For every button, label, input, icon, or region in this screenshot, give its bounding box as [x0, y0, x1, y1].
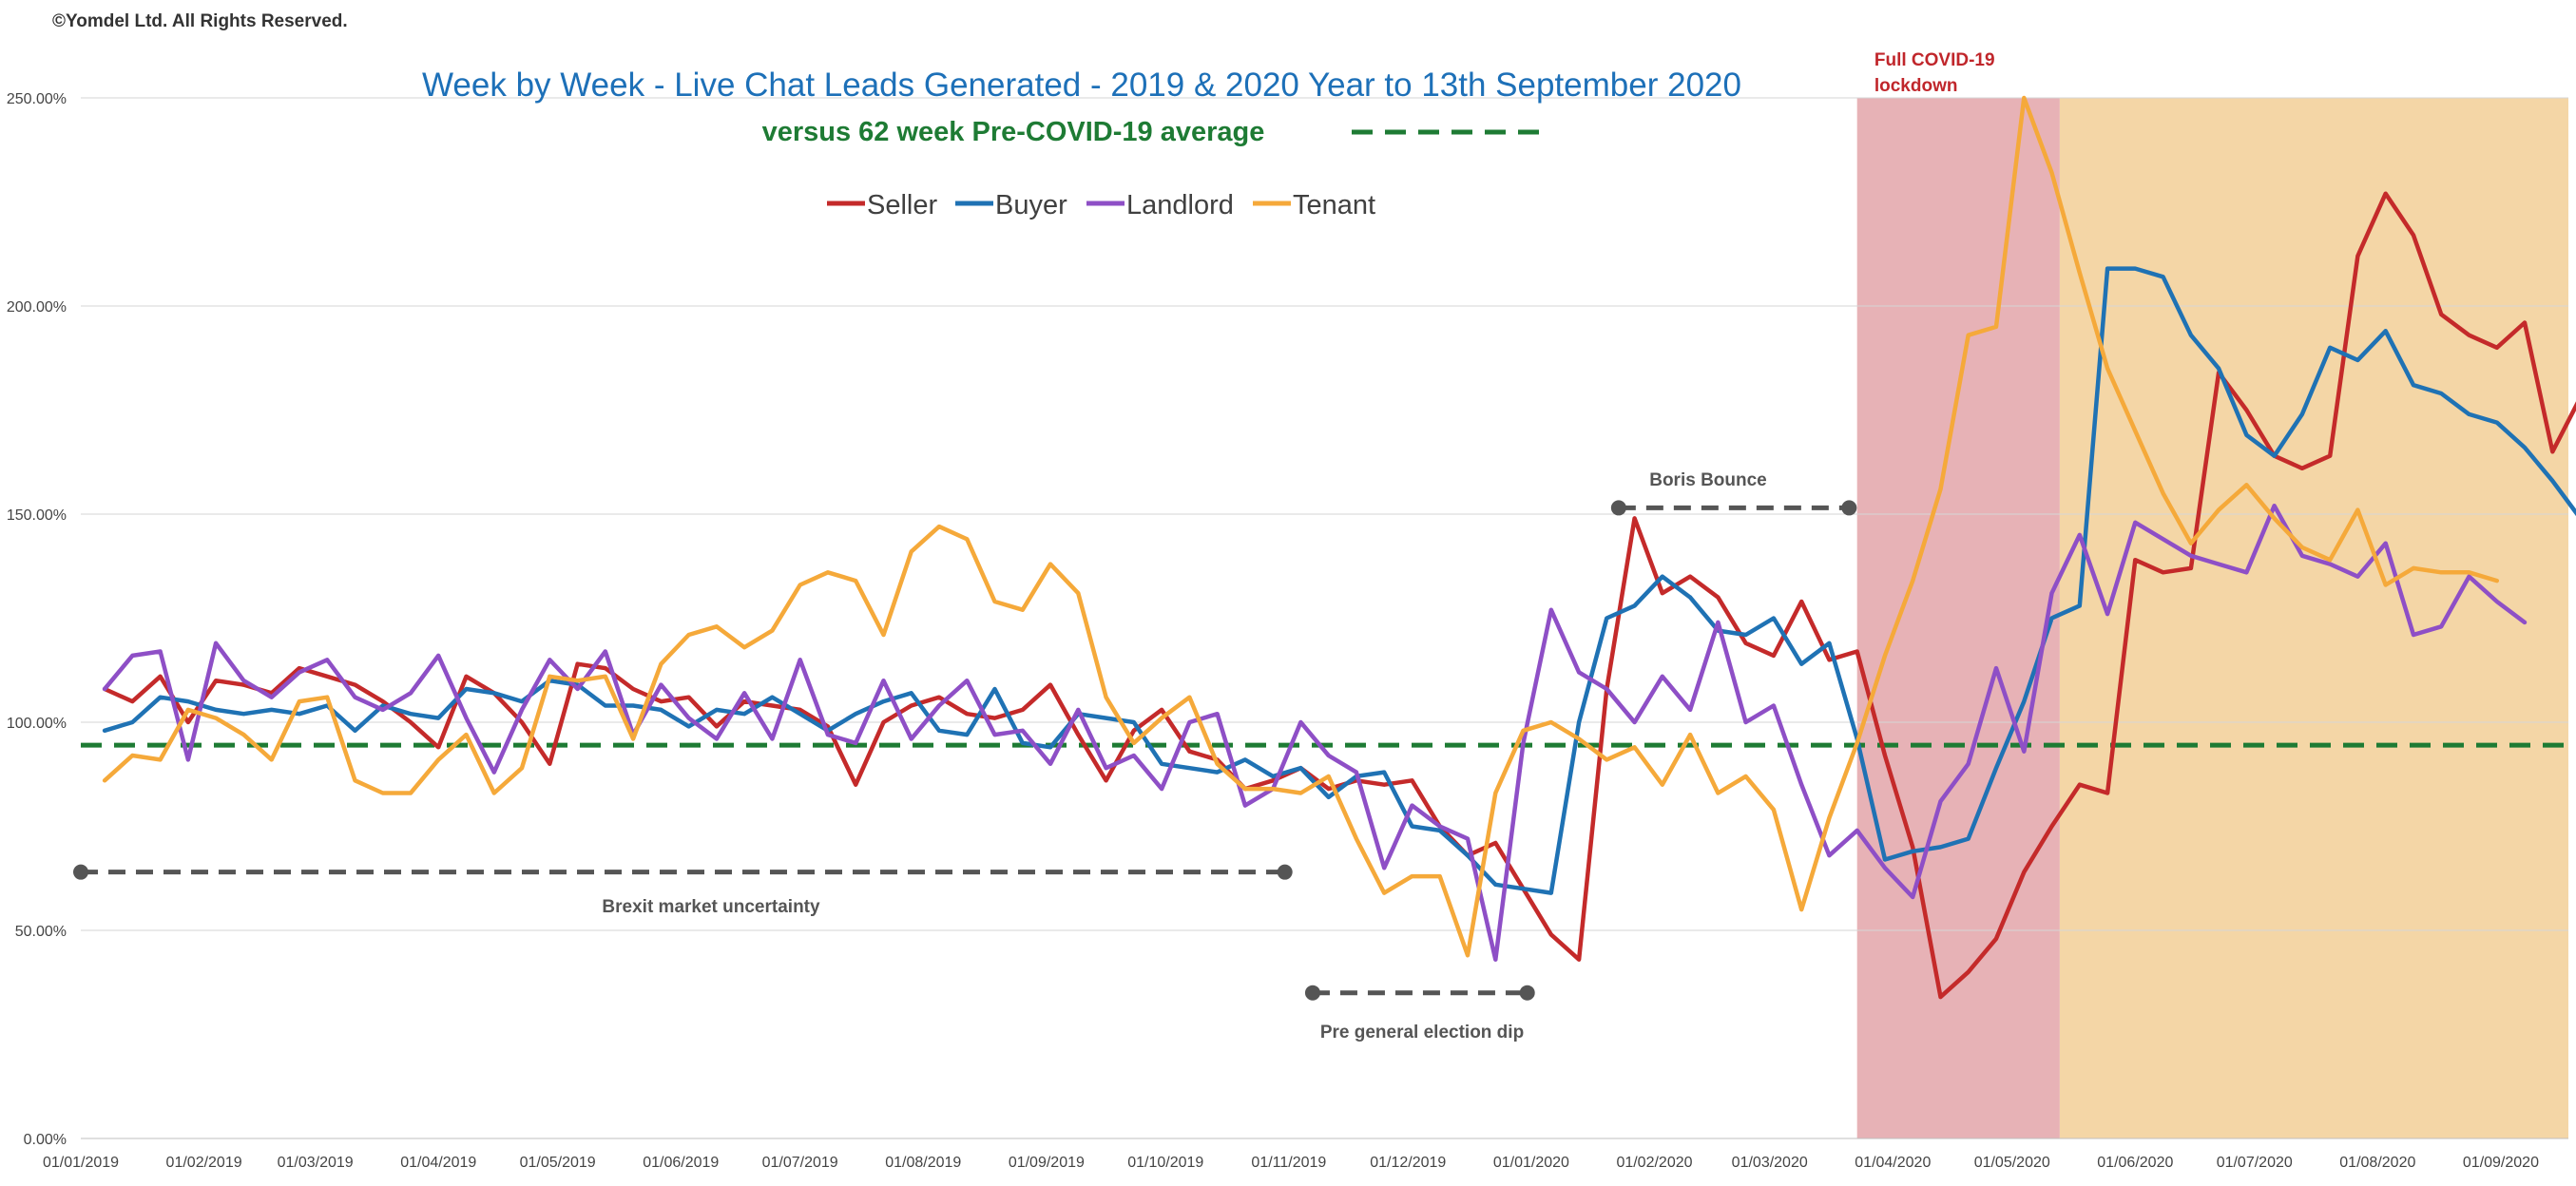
x-tick-label: 01/06/2019	[643, 1155, 719, 1171]
x-tick-label: 01/07/2019	[762, 1155, 838, 1171]
legend-label-buyer: Buyer	[995, 190, 1067, 220]
x-tick-label: 01/02/2019	[166, 1155, 242, 1171]
x-tick-label: 01/11/2019	[1251, 1155, 1326, 1171]
x-tick-label: 01/04/2020	[1855, 1155, 1931, 1171]
x-tick-label: 01/12/2019	[1370, 1155, 1446, 1171]
x-tick-label: 01/03/2019	[278, 1155, 354, 1171]
annotation-dot	[1610, 500, 1626, 516]
annotation-label: Brexit market uncertainty	[602, 897, 820, 917]
copyright-text: ©Yomdel Ltd. All Rights Reserved.	[52, 11, 348, 31]
x-tick-label: 01/09/2020	[2463, 1155, 2539, 1171]
y-tick-label: 150.00%	[7, 507, 67, 524]
y-tick-label: 200.00%	[7, 299, 67, 316]
x-tick-label: 01/05/2019	[520, 1155, 596, 1171]
annotation-label: Boris Bounce	[1649, 470, 1767, 490]
x-tick-label: 01/04/2019	[400, 1155, 476, 1171]
x-tick-label: 01/08/2020	[2339, 1155, 2415, 1171]
annotation-label-lockdown: Full COVID-19	[1874, 50, 1995, 70]
shaded-region-0	[1856, 98, 2060, 1138]
y-tick-label: 100.00%	[7, 716, 67, 732]
series-line-seller	[102, 191, 2576, 1000]
y-tick-label: 250.00%	[7, 91, 67, 107]
x-tick-label: 01/07/2020	[2217, 1155, 2293, 1171]
x-tick-label: 01/01/2020	[1493, 1155, 1569, 1171]
annotation-dot	[1304, 985, 1320, 1001]
legend-label-seller: Seller	[867, 190, 937, 220]
x-tick-label: 01/01/2019	[43, 1155, 119, 1171]
x-tick-label: 01/08/2019	[885, 1155, 961, 1171]
annotation-dot	[1277, 864, 1293, 880]
x-tick-label: 01/05/2020	[1974, 1155, 2050, 1171]
x-tick-label: 01/03/2020	[1732, 1155, 1808, 1171]
y-tick-label: 0.00%	[24, 1132, 67, 1148]
series-line-buyer	[102, 266, 2576, 895]
x-tick-label: 01/02/2020	[1616, 1155, 1692, 1171]
annotation-label-lockdown-2: lockdown	[1874, 76, 1958, 96]
annotation-dot	[1841, 500, 1857, 516]
shaded-region-1	[2059, 98, 2568, 1138]
annotation-dot	[1519, 985, 1535, 1001]
x-tick-label: 01/06/2020	[2097, 1155, 2173, 1171]
series-line-tenant	[102, 95, 2500, 958]
annotation-label: Pre general election dip	[1320, 1023, 1524, 1043]
legend-label-landlord: Landlord	[1126, 190, 1234, 220]
y-tick-label: 50.00%	[15, 924, 67, 940]
x-tick-label: 01/09/2019	[1009, 1155, 1085, 1171]
chart-title: Week by Week - Live Chat Leads Generated…	[422, 67, 1741, 104]
chart-subtitle: versus 62 week Pre-COVID-19 average	[762, 117, 1265, 147]
x-tick-label: 01/10/2019	[1127, 1155, 1203, 1171]
annotation-dot	[73, 864, 88, 880]
legend-label-tenant: Tenant	[1293, 190, 1375, 220]
series-line-landlord	[102, 503, 2528, 962]
